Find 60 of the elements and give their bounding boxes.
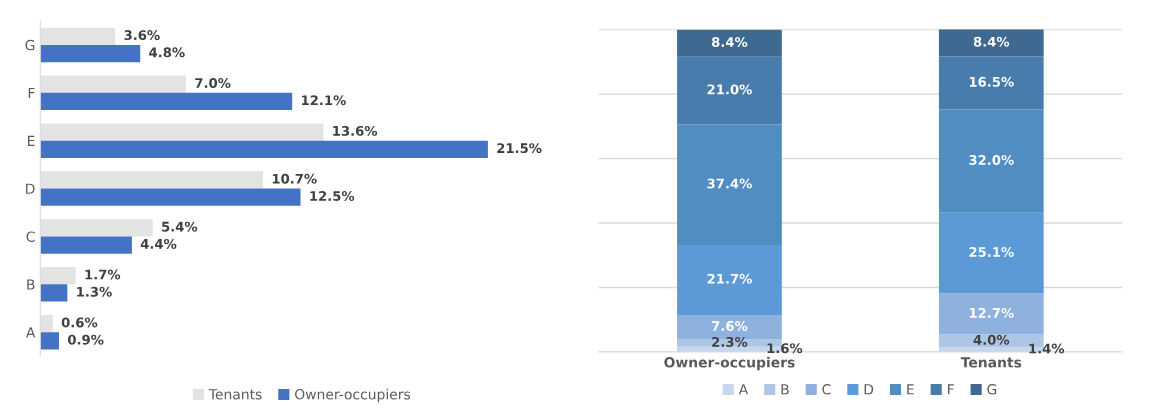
y-tick-label: A [26, 327, 36, 338]
data-label: 1.3% [77, 286, 112, 297]
data-label: 16.5% [969, 76, 1014, 87]
bar [40, 284, 68, 302]
legend-label: D [864, 384, 874, 395]
data-label: 32.0% [969, 155, 1014, 165]
data-label: 0.6% [61, 317, 98, 328]
legend-label: B [781, 384, 789, 395]
bar [677, 29, 782, 57]
y-tick-label: D [26, 183, 35, 194]
y-tick-label: C [26, 231, 35, 242]
y-tick-label: F [28, 87, 35, 99]
data-label: 4.4% [140, 238, 177, 249]
legend-label: A [738, 384, 749, 395]
data-label: 5.4% [162, 221, 198, 232]
y-tick-label: E [28, 135, 35, 146]
y-tick-label: G [25, 39, 35, 51]
bar [40, 44, 141, 63]
data-label: 3.6% [124, 30, 160, 41]
bar [40, 188, 301, 206]
data-label: 21.5% [497, 143, 542, 154]
data-label: 25.1% [969, 247, 1014, 257]
data-label: 12.5% [310, 191, 355, 201]
data-label: 1.6% [767, 343, 803, 354]
legend-label: G [987, 384, 997, 395]
bar [40, 236, 132, 254]
bar [938, 109, 1044, 213]
bar [938, 29, 1044, 57]
data-label: 21.7% [707, 273, 752, 284]
bar [677, 124, 782, 245]
bar [938, 56, 1044, 110]
bar [40, 92, 293, 111]
data-label: 37.4% [707, 178, 752, 189]
data-label: 4.8% [149, 47, 185, 58]
legend-label: C [822, 384, 831, 395]
data-label: 12.7% [969, 307, 1014, 318]
data-label: 4.0% [973, 334, 1010, 345]
data-label: 1.7% [85, 269, 121, 280]
data-label: 1.4% [1029, 343, 1065, 354]
legend-label: Owner-occupiers [295, 388, 411, 403]
data-label: 8.4% [973, 36, 1010, 47]
data-label: 13.6% [333, 125, 378, 136]
data-label: 0.9% [67, 334, 104, 345]
data-label: 2.3% [712, 336, 748, 347]
data-label: 12.1% [302, 95, 346, 106]
bar [677, 56, 782, 125]
bar [40, 140, 488, 158]
legend-label: E [907, 384, 914, 395]
legend-label: F [947, 384, 954, 395]
data-label: 21.0% [707, 84, 752, 95]
data-label: 8.4% [711, 37, 748, 48]
y-tick-label: B [27, 279, 35, 290]
data-label: 10.7% [272, 173, 317, 184]
bar [938, 212, 1044, 294]
bar [677, 244, 782, 315]
bar [938, 293, 1044, 335]
bar [40, 332, 60, 350]
data-label: 7.0% [195, 78, 231, 88]
data-label: 7.6% [712, 320, 748, 331]
legend-label: Tenants [208, 389, 262, 400]
